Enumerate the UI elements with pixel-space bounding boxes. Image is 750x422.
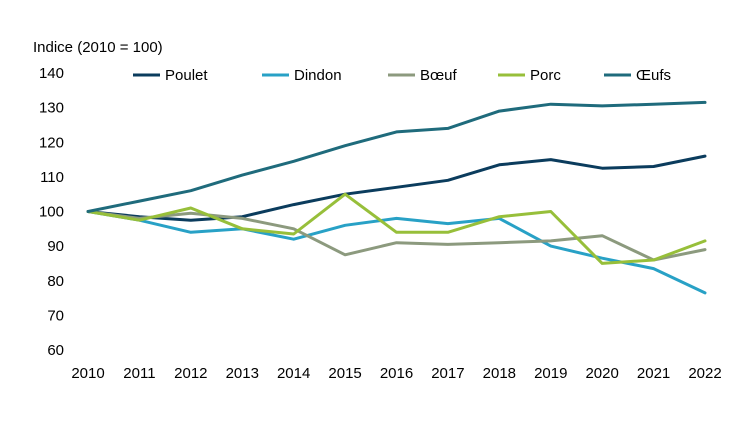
y-tick-label: 120: [39, 134, 64, 151]
x-tick-label: 2019: [534, 365, 567, 382]
legend-label: Œufs: [636, 67, 671, 84]
y-tick-label: 110: [40, 169, 64, 186]
series-line-2: [86, 210, 707, 262]
x-tick-label: 2016: [380, 365, 413, 382]
legend-label: Porc: [530, 67, 561, 84]
x-axis-ticks: 2010 2011 2012 2013 2014 2015 2016 2017 2018 2019…: [71, 365, 721, 382]
y-axis-label: Indice (2010 = 100): [33, 39, 163, 56]
legend: Poulet Dindon Bœuf Porc Œufs: [133, 67, 671, 84]
x-tick-label: 2010: [71, 365, 104, 382]
x-tick-label: 2021: [637, 365, 670, 382]
x-tick-label: 2020: [585, 365, 618, 382]
series-line-1: [86, 210, 707, 295]
x-tick-label: 2018: [483, 365, 516, 382]
y-tick-label: 90: [47, 238, 64, 255]
series-line-0: [86, 154, 707, 222]
series-line-4: [86, 100, 707, 213]
series-line-3: [86, 192, 707, 265]
x-tick-label: 2011: [123, 365, 155, 382]
y-tick-label: 70: [47, 307, 64, 324]
series-lines: [86, 100, 707, 295]
legend-label: Poulet: [165, 67, 208, 84]
y-tick-label: 60: [47, 342, 64, 359]
x-tick-label: 2017: [431, 365, 464, 382]
x-tick-label: 2022: [688, 365, 721, 382]
x-tick-label: 2013: [226, 365, 259, 382]
x-tick-label: 2015: [328, 365, 361, 382]
legend-label: Dindon: [294, 67, 342, 84]
x-tick-label: 2012: [174, 365, 207, 382]
x-tick-label: 2014: [277, 365, 310, 382]
y-tick-label: 130: [39, 100, 64, 117]
y-tick-label: 100: [39, 204, 64, 221]
y-tick-label: 80: [47, 273, 64, 290]
legend-label: Bœuf: [420, 67, 458, 84]
y-tick-label: 140: [39, 65, 64, 82]
y-axis-ticks: 60 70 80 90 100 110 120 130 140: [39, 65, 64, 359]
